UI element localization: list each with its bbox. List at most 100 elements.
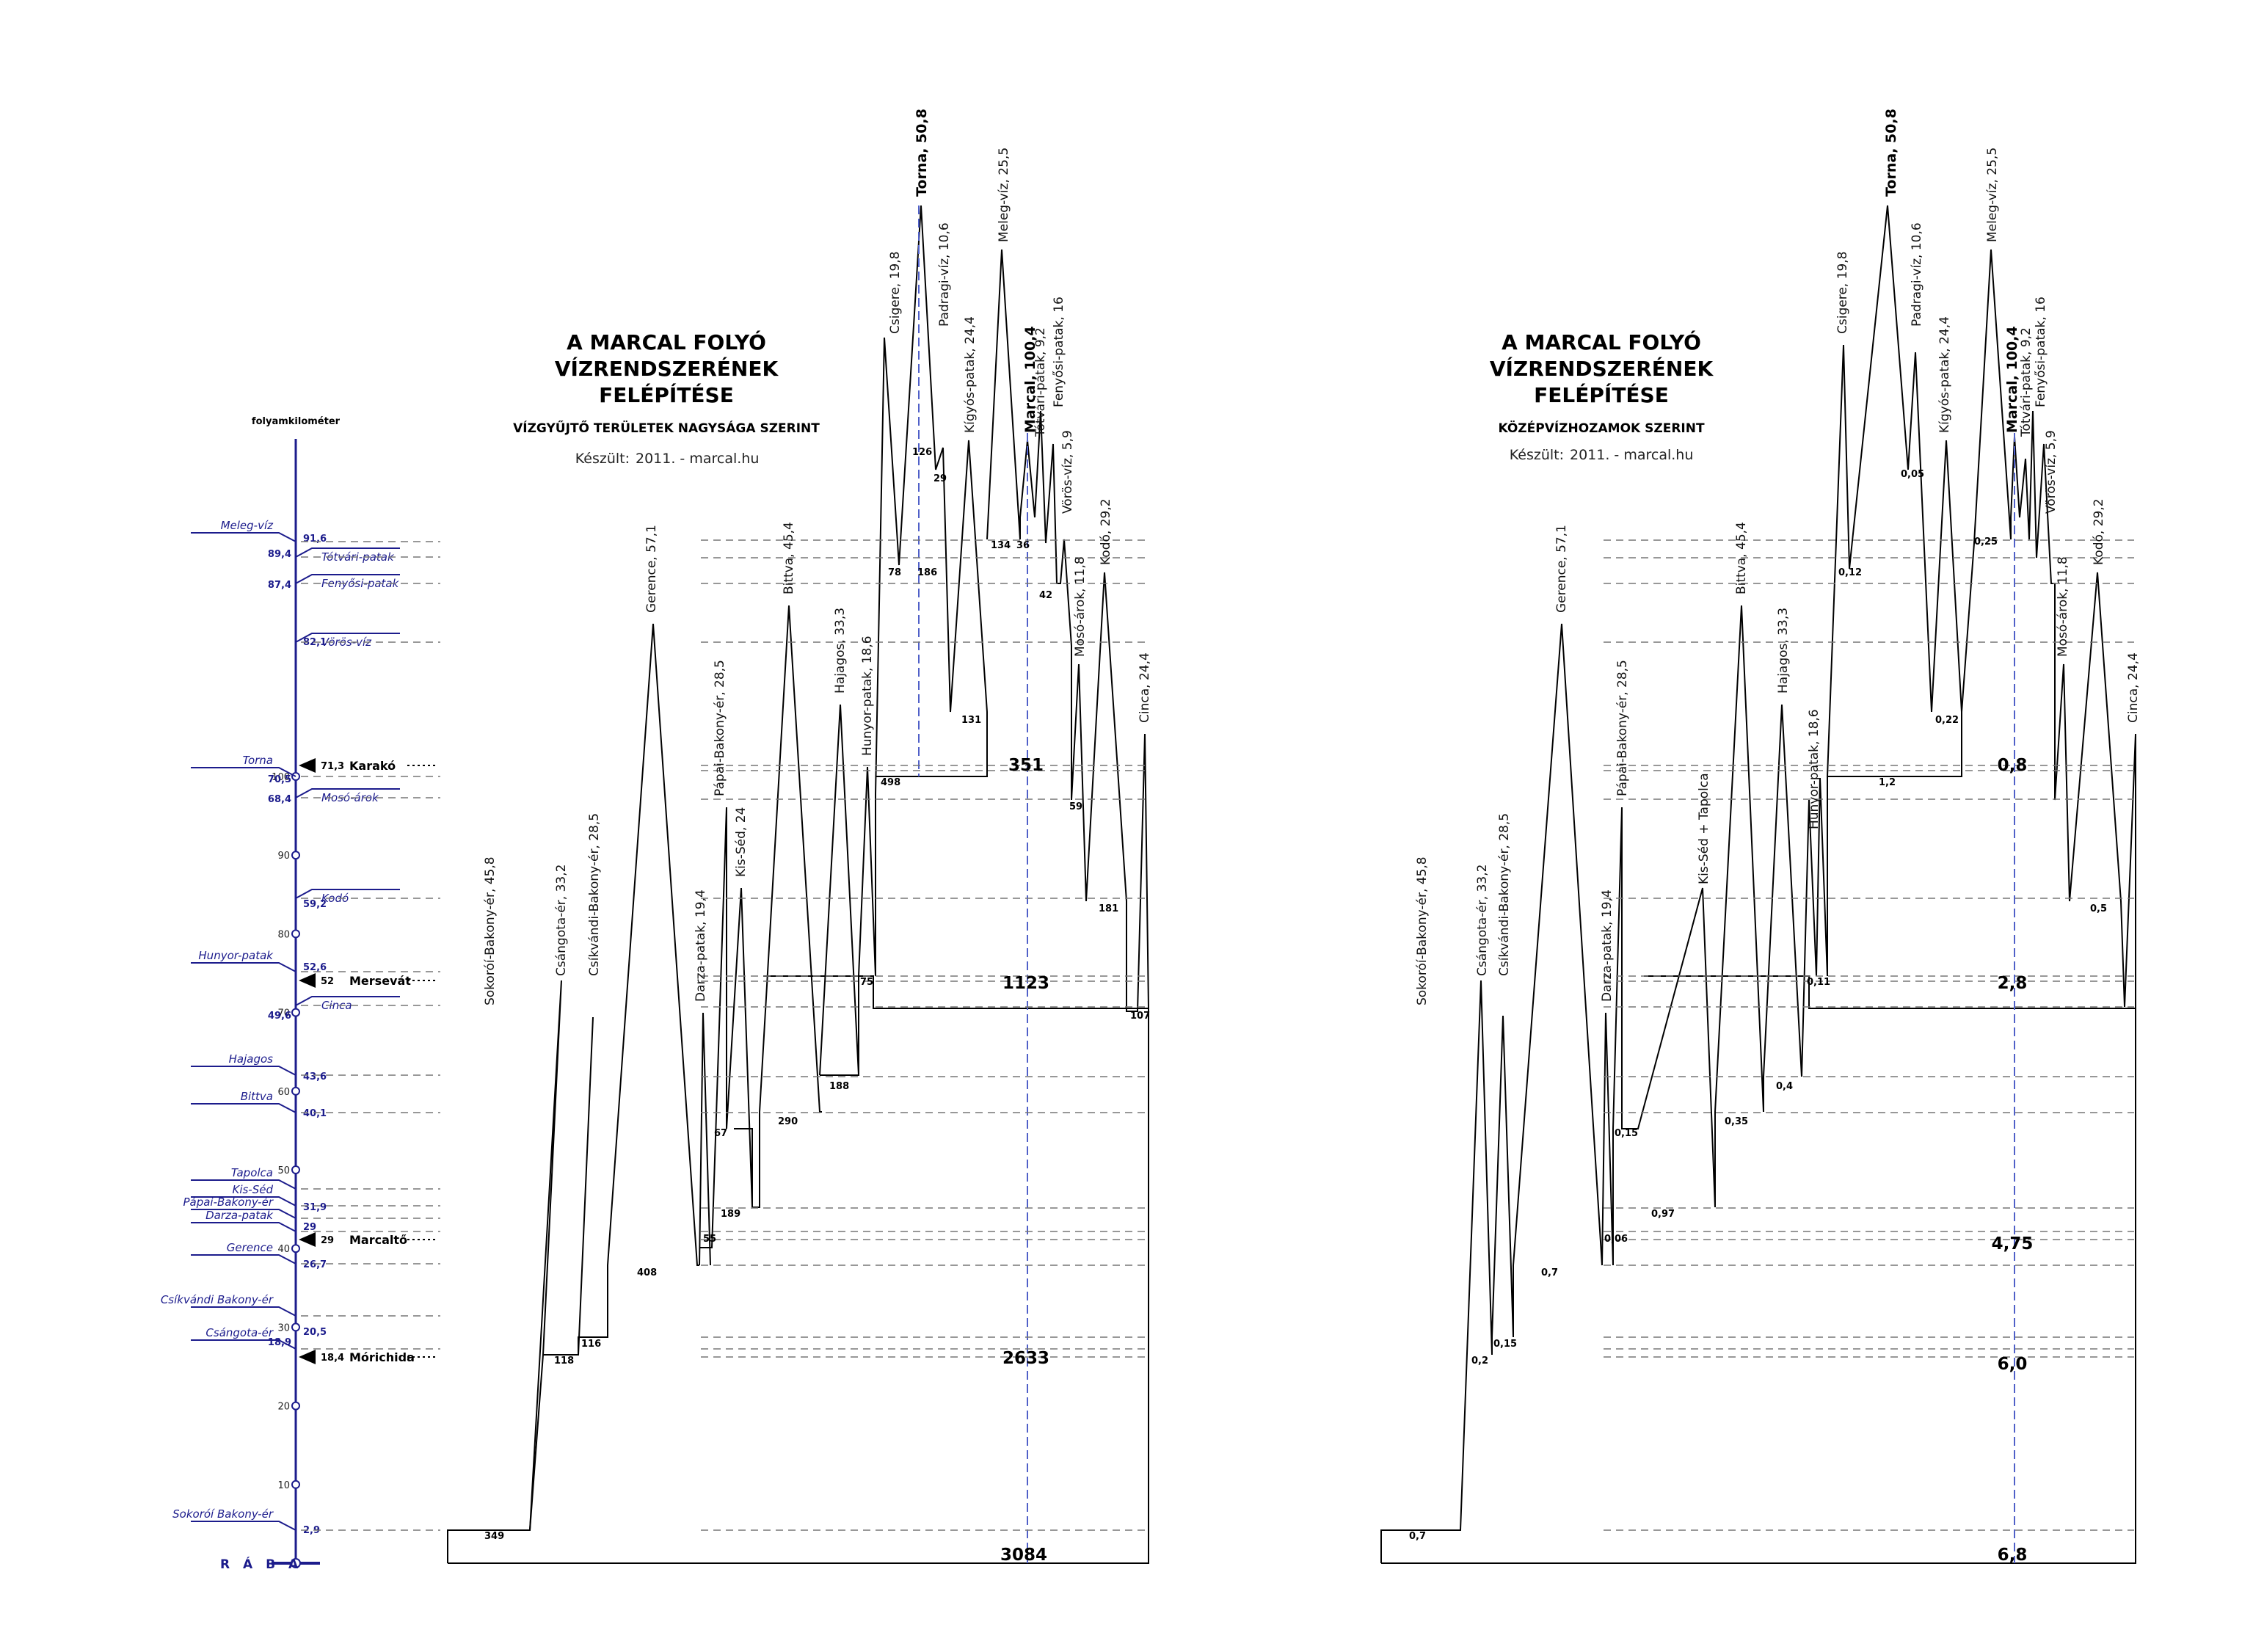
tributary-name: Tapolca [231,1166,273,1179]
peak-label: Csigere, 19,8 [1835,252,1850,334]
csangota-peak [529,1016,594,1531]
tributary-km: 26,7 [303,1259,327,1270]
peak-label: Hajagos, 33,3 [1776,608,1791,694]
km-tick-marker [291,929,300,939]
left-title-line3: FELÉPÍTÉSE [599,382,734,407]
hajagos-peak [819,704,860,1076]
tributary-name: Torna [243,754,273,767]
peak-label: Kis-Séd, 24 [734,807,749,877]
tributary-name: Hajagos [229,1052,274,1066]
peak-label: Darza-patak, 19,4 [694,889,708,1002]
tributary-line [295,996,400,1006]
tributary-name: Kis-Séd [232,1183,273,1196]
tributary-line [295,889,400,899]
area-value: 290 [778,1116,798,1127]
area-value: 408 [637,1267,657,1278]
peak-label: Bittva, 45,4 [1734,522,1749,594]
tributary-line [295,547,400,558]
left-panel: A MARCAL FOLYÓ VÍZRENDSZERÉNEK FELÉPÍTÉS… [447,109,1152,1565]
cumulative-discharge: 2,8 [1998,974,2028,993]
darza-peak [699,1012,711,1266]
tributary-line [191,1521,296,1531]
left-credit-value: 2011. - marcal.hu [636,451,759,467]
km-tick-label: 10 [277,1480,290,1491]
tributary-line [191,767,296,777]
peak-label: Fenyősi-patak, 16 [2034,296,2048,407]
peak-label: Kígyós-patak, 24,4 [1937,316,1952,433]
left-credit-label: Készült: [575,451,630,467]
km-tick-label: 100 [272,772,290,783]
peak-label: Meleg-víz, 25,5 [997,148,1011,242]
peak-label: Kodó, 29,2 [2092,498,2106,565]
tributary-name: Hunyor-patak [198,949,274,962]
gauge-km: 71,3 [321,761,344,772]
tributary-name: Meleg-víz [221,519,274,532]
peak-label: Vörös-víz, 5,9 [2044,430,2059,514]
discharge-value: 0,7 [1541,1267,1558,1278]
gauge-km: 18,4 [321,1353,344,1364]
right-credit-value: 2011. - marcal.hu [1570,447,1693,463]
upper-peaks-b [986,249,1072,800]
tributary-km: 59,2 [303,899,327,910]
area-value: 36 [1016,540,1030,551]
area-value: 55 [703,1234,716,1245]
tributary-line [295,788,400,798]
tributary-line [295,633,400,643]
discharge-value: 0,2 [1471,1356,1488,1367]
tributary-name: Csíkvándi Bakony-ér [161,1293,274,1306]
tributary-km: 20,5 [303,1327,327,1338]
tributary-line [191,1306,296,1317]
peak-label: Gerence, 57,1 [644,525,659,613]
peak-label: Fenyősi-patak, 16 [1052,296,1066,407]
gauge-km: 29 [321,1235,334,1246]
peak-label: Marcal, 100,4 [1022,326,1038,433]
peak-label: Meleg-víz, 25,5 [1985,148,2000,242]
tributary-km: 31,9 [303,1202,327,1213]
peak-label: Padragi-víz, 10,6 [937,222,952,327]
cumulative-discharge: 6,0 [1998,1355,2028,1374]
discharge-value: 0,22 [1935,715,1959,726]
discharge-value: 0,7 [1409,1531,1426,1542]
discharge-value: 0,06 [1604,1234,1628,1245]
tributary-km: 68,4 [268,794,291,805]
gauge-triangle-icon [299,1350,316,1364]
tributary-line [295,574,400,584]
discharge-value: 0,12 [1838,567,1862,578]
tributary-km: 43,6 [303,1071,327,1082]
peak-label: Csíkvándi-Bakony-ér, 28,5 [1497,813,1512,976]
peak-label: Csigere, 19,8 [888,252,903,334]
upper-peaks-a [875,205,988,795]
area-value: 75 [860,977,873,988]
gauge-name: Marcaltő [349,1233,407,1247]
area-value: 188 [829,1081,849,1092]
cumulative-area: 2633 [1002,1349,1049,1368]
area-value: 181 [1099,903,1118,914]
km-tick-marker [291,1480,300,1489]
area-value: 189 [721,1209,740,1220]
tributary-km: 89,4 [268,549,291,560]
main-channel-outline [448,975,1149,1564]
lower-peaks-a [1380,623,1603,1563]
upper-peaks-b [1961,249,2136,1008]
tributary-km: 29 [303,1222,316,1233]
tributary-line [191,1103,296,1113]
left-subtitle: VÍZGYŰJTŐ TERÜLETEK NAGYSÁGA SZERINT [513,420,820,436]
km-axis: folyamkilométer R Á B A 100 90 80 70 60 50 40 3… [161,416,440,1572]
km-tick-label: 50 [277,1165,290,1176]
peak-label: Gerence, 57,1 [1554,525,1569,613]
area-value: 186 [917,567,937,578]
cumulative-area: 1123 [1002,974,1049,993]
tributary-km: 2,9 [303,1525,320,1536]
km-tick-marker [291,1244,300,1253]
km-tick-label: 80 [277,929,290,940]
km-tick-label: 70 [277,1008,290,1019]
tributary-name: Sokoróí Bakony-ér [172,1507,274,1521]
peak-label: Bittva, 45,4 [782,522,796,594]
tributary-km: 49,6 [268,1011,291,1022]
discharge-value: 0,05 [1901,469,1924,480]
peak-label: Cinca, 24,4 [2126,652,2141,723]
peak-label: Csíkvándi-Bakony-ér, 28,5 [587,813,602,976]
right-discharge-diagram [1380,205,2136,1564]
km-tick-marker [291,1401,300,1411]
gauge-km: 52 [321,976,334,987]
